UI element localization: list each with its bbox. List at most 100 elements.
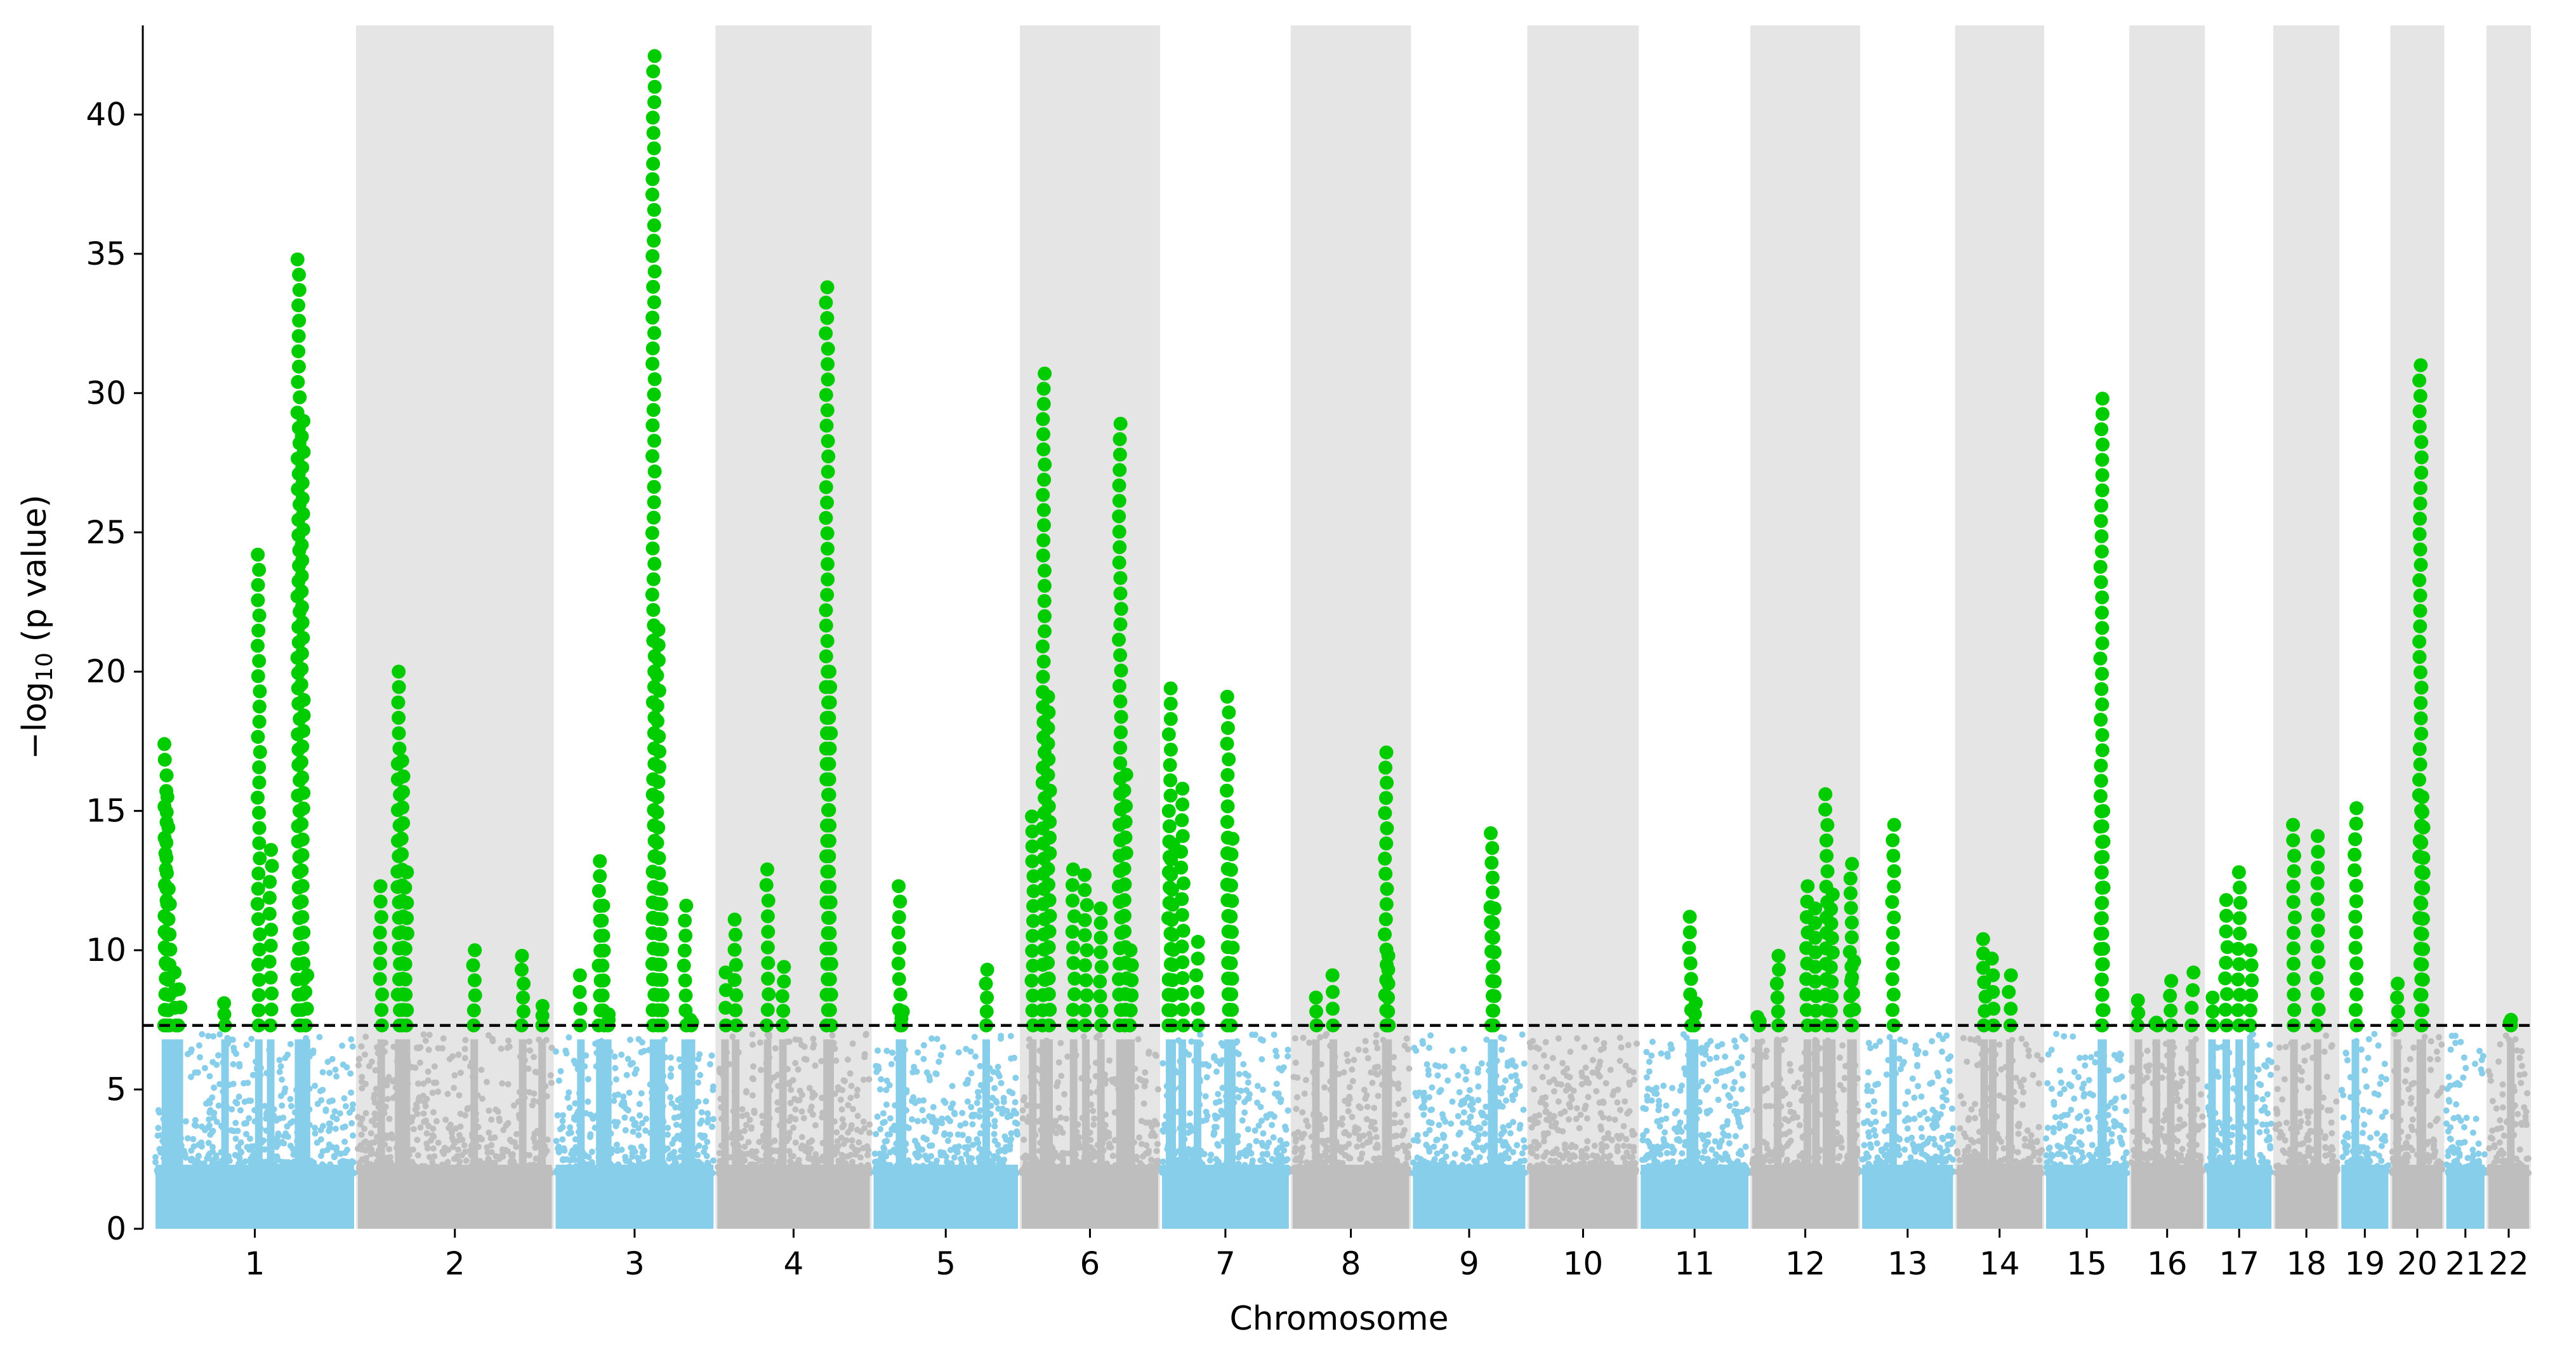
snp-point — [435, 1045, 442, 1052]
snp-point — [215, 1160, 221, 1167]
snp-point — [916, 1147, 923, 1154]
snp-point — [1512, 1086, 1519, 1093]
snp-point — [1623, 1149, 1630, 1156]
snp-point — [1561, 1168, 1568, 1175]
snp-point — [963, 1045, 970, 1052]
peak-tower — [577, 1039, 585, 1165]
snp-point — [1521, 1157, 1528, 1164]
snp-point — [1214, 1141, 1221, 1148]
snp-point — [883, 1161, 890, 1168]
snp-point — [1040, 1168, 1047, 1175]
snp-point — [1595, 1071, 1602, 1078]
snp-point — [289, 1118, 296, 1125]
snp-point — [792, 1106, 799, 1113]
snp-point — [1243, 1169, 1250, 1176]
snp-point — [1555, 1098, 1562, 1105]
chromosome-points-11 — [1639, 1031, 1752, 1229]
snp-point — [798, 1042, 805, 1049]
snp-point — [1597, 1168, 1604, 1175]
snp-point — [565, 1034, 572, 1041]
snp-point — [1324, 1157, 1331, 1164]
snp-point — [977, 1107, 984, 1114]
snp-point — [1058, 1073, 1065, 1080]
snp-point — [792, 1060, 799, 1066]
chromosome-points-5 — [871, 1033, 1021, 1229]
snp-point — [915, 1049, 921, 1056]
snp-point — [911, 1137, 918, 1144]
snp-point — [951, 1168, 958, 1175]
snp-point — [1059, 1129, 1066, 1136]
snp-point — [1512, 1072, 1519, 1079]
snp-point — [192, 1116, 199, 1123]
snp-point — [889, 1049, 896, 1056]
snp-point — [244, 1144, 251, 1151]
snp-point — [1456, 1168, 1463, 1175]
snp-point — [1441, 1168, 1448, 1175]
snp-point — [363, 1155, 369, 1161]
snp-point — [1429, 1106, 1435, 1113]
snp-point — [1128, 1170, 1135, 1176]
snp-point — [1479, 1110, 1486, 1116]
snp-point — [838, 1106, 845, 1113]
snp-point — [466, 1169, 473, 1176]
snp-point — [1633, 1167, 1639, 1174]
snp-point — [623, 1158, 630, 1165]
snp-point — [1076, 1166, 1083, 1172]
snp-point — [1593, 1088, 1600, 1095]
snp-point — [508, 1138, 515, 1145]
snp-point — [947, 1131, 953, 1138]
snp-point — [513, 1143, 520, 1150]
snp-point — [1591, 1142, 1598, 1149]
snp-point — [1213, 1170, 1220, 1177]
peak-tower — [377, 1039, 385, 1165]
snp-point — [784, 1168, 791, 1175]
snp-point — [228, 1127, 235, 1134]
snp-point — [331, 1153, 338, 1160]
peak-tower — [175, 1039, 183, 1165]
snp-point — [1561, 1108, 1568, 1115]
snp-point — [830, 1170, 837, 1177]
chromosome-shade-10 — [1527, 25, 1639, 1229]
snp-point — [1614, 1148, 1621, 1155]
snp-point — [336, 1170, 343, 1177]
snp-point — [1213, 1123, 1220, 1130]
snp-point — [1578, 1151, 1585, 1158]
snp-point — [511, 1102, 517, 1109]
snp-point — [1211, 1130, 1218, 1137]
snp-point — [1625, 1042, 1632, 1049]
snp-point — [810, 1035, 817, 1042]
snp-point — [847, 1094, 854, 1101]
snp-point — [1057, 1040, 1064, 1047]
snp-point — [1344, 1051, 1351, 1058]
snp-point — [701, 1132, 708, 1139]
snp-point — [1106, 1133, 1113, 1140]
snp-point — [873, 1130, 880, 1137]
snp-point — [349, 1106, 356, 1113]
snp-point — [1481, 1120, 1488, 1127]
snp-point — [332, 1066, 339, 1073]
snp-point — [685, 1163, 692, 1170]
snp-point — [485, 1107, 492, 1114]
snp-point — [1051, 1120, 1058, 1127]
snp-point — [631, 1148, 638, 1155]
snp-point — [1554, 1168, 1561, 1175]
snp-point — [1601, 1040, 1608, 1047]
snp-point — [1449, 1098, 1456, 1105]
snp-point — [1412, 1169, 1419, 1176]
snp-point — [1393, 1132, 1400, 1139]
snp-point — [704, 1110, 711, 1117]
snp-point — [1503, 1097, 1510, 1104]
snp-point — [421, 1099, 428, 1106]
snp-point — [1598, 1126, 1605, 1133]
chromosome-points-2 — [355, 1031, 555, 1229]
snp-point — [1502, 1139, 1509, 1146]
snp-point — [619, 1099, 626, 1106]
snp-point — [695, 1167, 702, 1174]
snp-point — [553, 1137, 560, 1144]
snp-point — [636, 1101, 643, 1108]
snp-point — [492, 1106, 499, 1113]
snp-point — [372, 1067, 379, 1074]
snp-point — [1704, 1156, 1711, 1163]
snp-point — [1362, 1038, 1369, 1045]
snp-point — [447, 1122, 454, 1128]
